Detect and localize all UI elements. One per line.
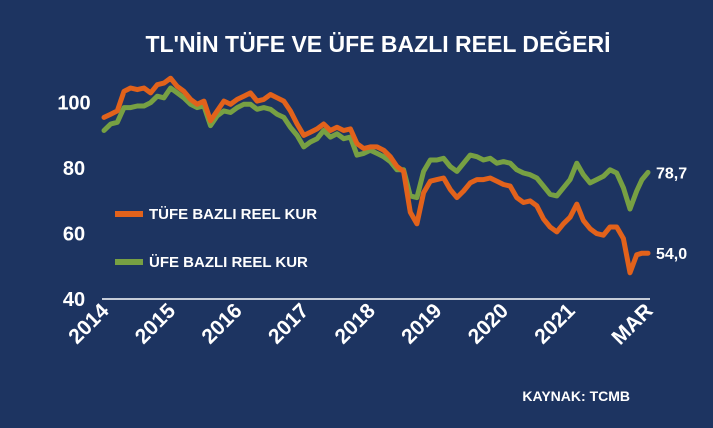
x-tick-label: 2019 <box>397 299 446 348</box>
legend-label-tufe: TÜFE BAZLI REEL KUR <box>149 206 317 223</box>
series-line-ufe <box>101 85 651 212</box>
x-tick-label: 2020 <box>464 299 513 348</box>
legend-item-ufe: ÜFE BAZLI REEL KUR <box>115 254 308 271</box>
legend: TÜFE BAZLI REEL KUR ÜFE BAZLI REEL KUR <box>115 206 317 271</box>
x-tick-label: 2018 <box>331 299 381 349</box>
x-tick-label: 2016 <box>197 299 246 348</box>
y-tick-label: 80 <box>63 158 85 180</box>
y-tick-label: 40 <box>63 289 85 311</box>
series-line-tufe <box>101 75 651 276</box>
plot-area <box>101 75 651 276</box>
end-label-tufe: 54,0 <box>656 246 687 263</box>
chart-title: TL'NİN TÜFE VE ÜFE BAZLI REEL DEĞERİ <box>145 30 610 57</box>
end-label-ufe: 78,7 <box>656 165 687 182</box>
x-tick-label: 2021 <box>530 299 580 349</box>
source-note: KAYNAK: TCMB <box>522 388 630 404</box>
legend-label-ufe: ÜFE BAZLI REEL KUR <box>149 254 308 271</box>
y-tick-label: 60 <box>63 224 85 246</box>
x-axis: 2014 2015 2016 2017 2018 2019 2020 2021 MAR <box>64 298 658 349</box>
x-tick-label: 2017 <box>264 299 313 348</box>
legend-item-tufe: TÜFE BAZLI REEL KUR <box>115 206 317 223</box>
x-tick-label: 2015 <box>131 299 181 349</box>
y-axis: 40 60 80 100 <box>57 93 90 311</box>
x-tick-label: MAR <box>607 299 657 349</box>
y-tick-label: 100 <box>57 93 90 115</box>
